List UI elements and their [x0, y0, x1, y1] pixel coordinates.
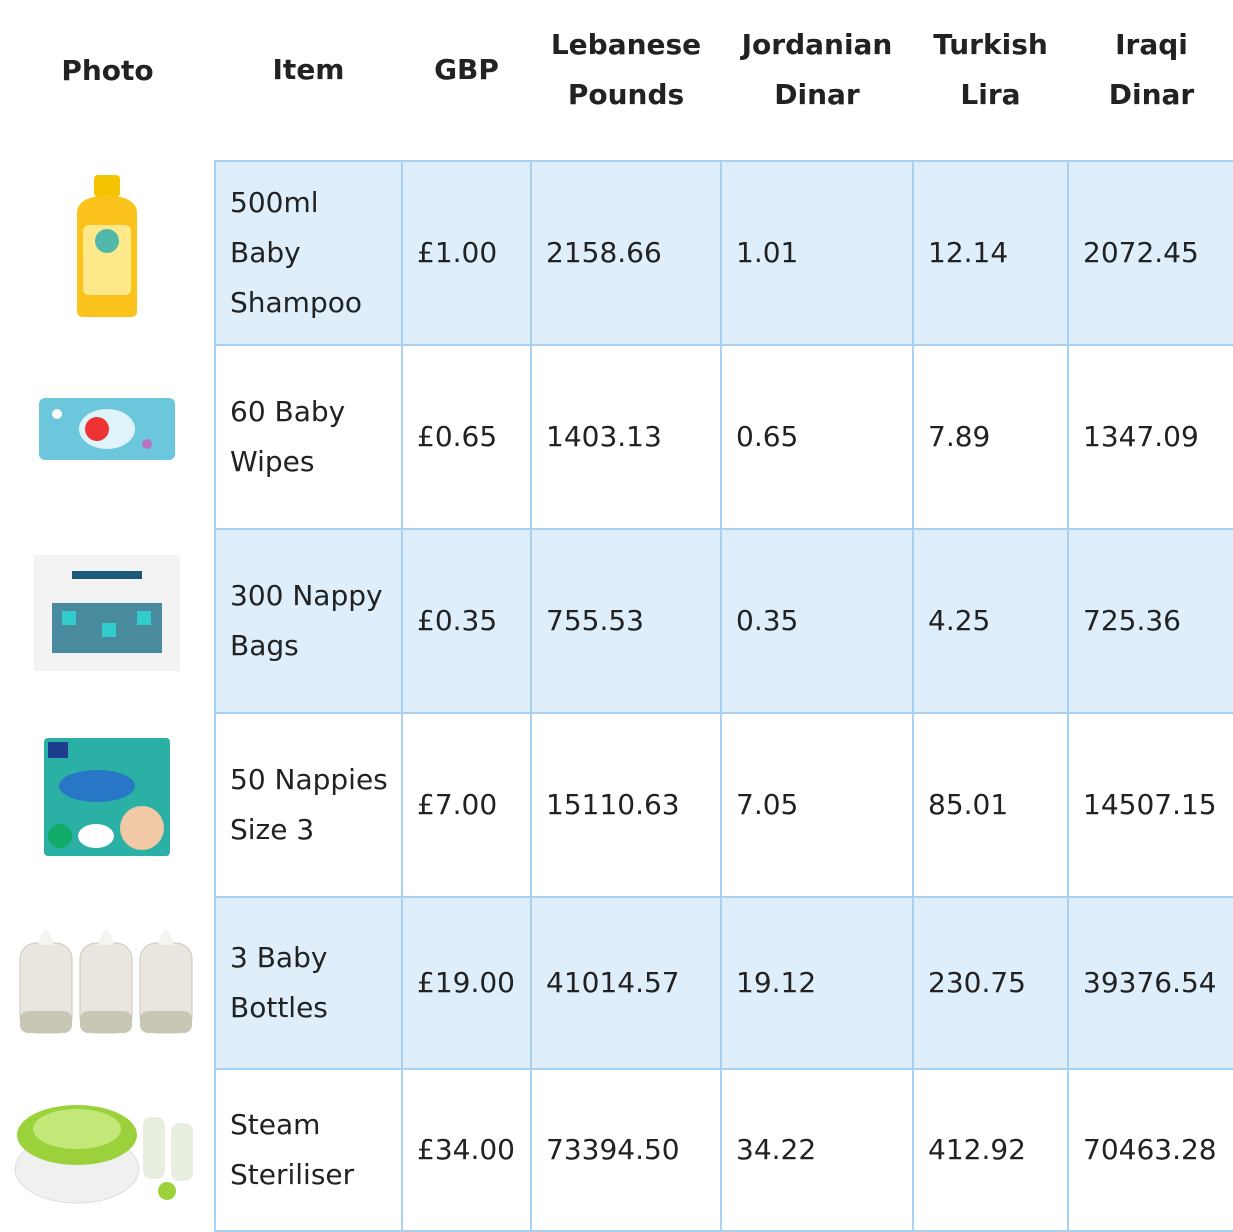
- product-photo: [0, 529, 215, 713]
- photo-image: [32, 553, 182, 673]
- item-name: 300 Nappy Bags: [215, 529, 402, 713]
- column-header: Photo: [0, 0, 215, 161]
- item-name: 3 Baby Bottles: [215, 897, 402, 1069]
- price-cell: £19.00: [402, 897, 531, 1069]
- price-cell: 12.14: [913, 161, 1068, 345]
- price-cell: 412.92: [913, 1069, 1068, 1231]
- price-cell: 70463.28: [1068, 1069, 1233, 1231]
- price-cell: 41014.57: [531, 897, 721, 1069]
- price-cell: 39376.54: [1068, 897, 1233, 1069]
- product-photo: [0, 1069, 215, 1231]
- price-cell: £0.35: [402, 529, 531, 713]
- price-cell: 85.01: [913, 713, 1068, 897]
- price-cell: 1.01: [721, 161, 913, 345]
- page: PhotoItemGBPLebanese PoundsJordanian Din…: [0, 0, 1233, 1208]
- product-photo: [0, 713, 215, 897]
- item-name: 50 Nappies Size 3: [215, 713, 402, 897]
- column-header: Turkish Lira: [913, 0, 1068, 161]
- price-cell: £1.00: [402, 161, 531, 345]
- price-cell: 230.75: [913, 897, 1068, 1069]
- product-photo: [0, 345, 215, 529]
- item-name: 500ml Baby Shampoo: [215, 161, 402, 345]
- product-photo: [0, 161, 215, 345]
- item-name: 60 Baby Wipes: [215, 345, 402, 529]
- price-cell: 15110.63: [531, 713, 721, 897]
- photo-image: [37, 394, 177, 464]
- price-cell: £7.00: [402, 713, 531, 897]
- photo-image: [7, 1077, 207, 1207]
- product-photo: [0, 897, 215, 1069]
- price-cell: 7.89: [913, 345, 1068, 529]
- price-cell: 7.05: [721, 713, 913, 897]
- price-cell: 19.12: [721, 897, 913, 1069]
- price-cell: 1347.09: [1068, 345, 1233, 529]
- price-cell: £34.00: [402, 1069, 531, 1231]
- photo-image: [12, 915, 202, 1035]
- price-cell: 755.53: [531, 529, 721, 713]
- column-header: Iraqi Dinar: [1068, 0, 1233, 161]
- price-cell: 0.65: [721, 345, 913, 529]
- item-name: Steam Steriliser: [215, 1069, 402, 1231]
- photo-image: [67, 173, 147, 318]
- price-cell: 2158.66: [531, 161, 721, 345]
- price-cell: 14507.15: [1068, 713, 1233, 897]
- column-header: Lebanese Pounds: [531, 0, 721, 161]
- price-cell: 1403.13: [531, 345, 721, 529]
- price-cell: 4.25: [913, 529, 1068, 713]
- price-cell: 34.22: [721, 1069, 913, 1231]
- price-cell: 2072.45: [1068, 161, 1233, 345]
- column-header: Item: [215, 0, 402, 161]
- price-table: PhotoItemGBPLebanese PoundsJordanian Din…: [0, 0, 1233, 1232]
- price-cell: 73394.50: [531, 1069, 721, 1231]
- column-header: Jordanian Dinar: [721, 0, 913, 161]
- price-cell: £0.65: [402, 345, 531, 529]
- price-cell: 725.36: [1068, 529, 1233, 713]
- price-cell: 0.35: [721, 529, 913, 713]
- column-header: GBP: [402, 0, 531, 161]
- photo-image: [42, 736, 172, 858]
